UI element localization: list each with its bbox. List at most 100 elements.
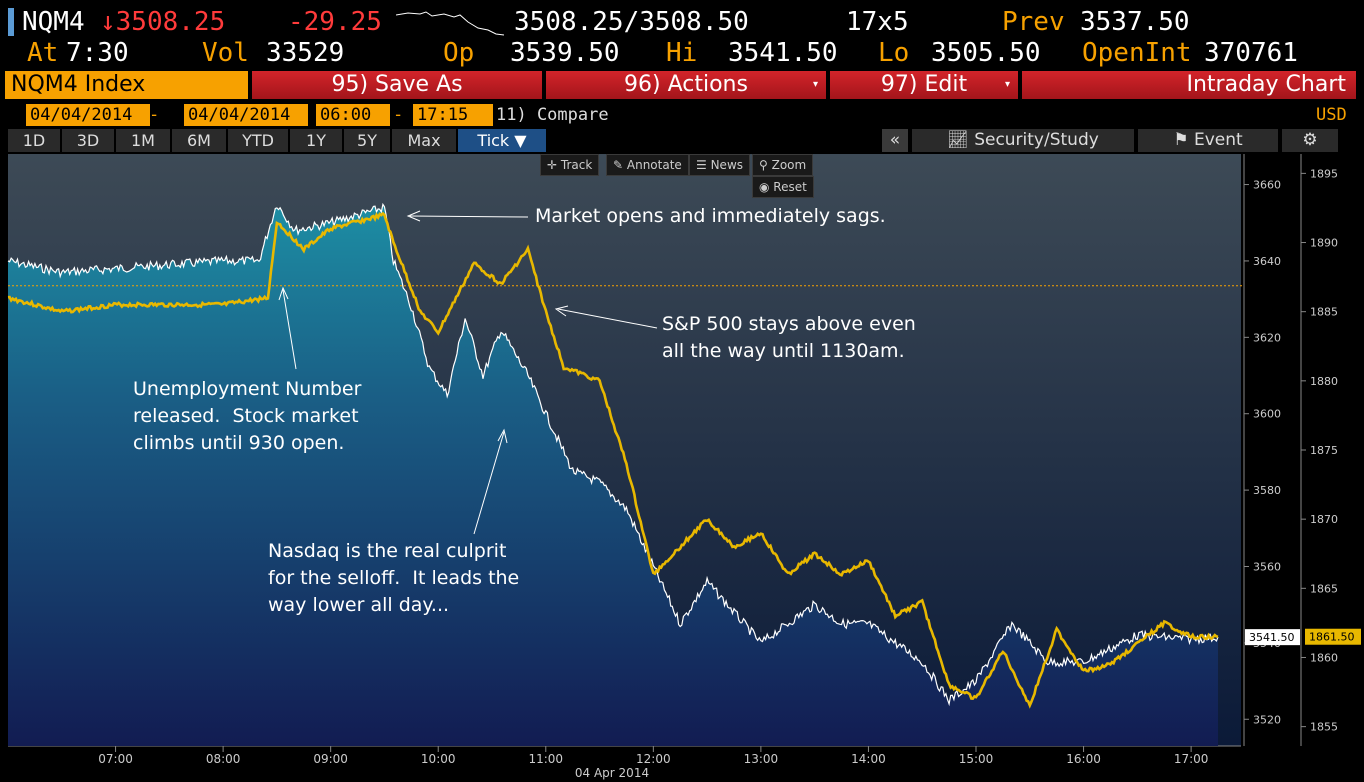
high-label: Hi [666,38,698,68]
tab-5y[interactable]: 5Y [344,129,390,152]
annotate-button[interactable]: ✎ Annotate [606,154,689,176]
high-value: 3541.50 [728,38,838,68]
annotation-unemployment: Unemployment Number released. Stock mark… [133,378,362,454]
track-button[interactable]: ✛ Track [540,154,600,176]
open-interest-label: OpenInt [1082,38,1192,68]
security-study-label: Security/Study [974,130,1099,150]
sp500-last-badge [1305,628,1361,645]
left-axis-tick-label: 3560 [1253,560,1281,573]
security-study-button[interactable]: 📈︎ Security/Study [912,129,1134,152]
event-button[interactable]: ⚑ Event [1138,129,1278,152]
currency-label: USD [1316,105,1347,125]
right-axis-tick-label: 1880 [1310,375,1338,388]
vol-label: Vol [202,38,249,68]
sp500-last-value: 1861.50 [1309,631,1355,644]
actions-button[interactable]: 96) Actions ▾ [546,71,826,99]
annotation-arrow-unemployment [282,289,297,370]
x-axis-tick-label: 16:00 [1066,752,1101,766]
last-price: ↓3508.25 [100,7,226,37]
vol-value: 33529 [266,38,345,68]
left-axis-tick-label: 3640 [1253,255,1281,268]
settings-button[interactable]: ⚙ [1282,129,1338,152]
annotation-nasdaq: Nasdaq is the real culprit for the sello… [268,540,520,616]
nasdaq-last-badge [1245,629,1300,646]
track-label: Track [560,158,593,172]
x-axis-tick-label: 13:00 [744,752,779,766]
nasdaq-area [8,204,1218,746]
start-time-field[interactable]: 06:00 [316,104,390,126]
save-as-button[interactable]: 95) Save As [252,71,542,99]
right-axis-tick-label: 1875 [1310,444,1338,457]
news-button[interactable]: ☰ News [689,154,751,176]
event-flag-icon: ⚑ [1173,130,1189,150]
compare-button[interactable]: 11) Compare [496,105,609,125]
news-label: News [710,158,744,172]
prev-label: Prev [1002,7,1065,37]
tab-3d[interactable]: 3D [62,129,114,152]
gear-icon: ⚙ [1302,130,1318,150]
low-value: 3505.50 [931,38,1041,68]
open-value: 3539.50 [510,38,620,68]
annotation-sp500: S&P 500 stays above even all the way unt… [662,313,916,362]
annotation-arrow-open [409,215,529,218]
date-dash: - [149,105,160,125]
zoom-button[interactable]: ⚲ Zoom [752,154,814,176]
x-axis-tick-label: 09:00 [313,752,348,766]
start-date-field[interactable]: 04/04/2014 [26,104,150,126]
right-axis-tick-label: 1855 [1310,721,1338,734]
bid-ask: 3508.25/3508.50 [514,7,749,37]
view-title[interactable]: Intraday Chart [1022,71,1356,99]
tab-tick[interactable]: Tick ▼ [458,129,546,152]
tab-max[interactable]: Max [392,129,456,152]
net-change: -29.25 [288,7,382,37]
reset-button[interactable]: ◉ Reset [752,176,814,198]
axis-panel [1241,154,1364,782]
tab-1m[interactable]: 1M [116,129,170,152]
bid-ask-size: 17x5 [846,7,909,37]
edit-label: 97) Edit [880,72,968,97]
x-axis-tick-label: 17:00 [1174,752,1209,766]
right-axis-tick-label: 1885 [1310,306,1338,319]
annotation-arrowhead-open [406,210,421,222]
save-as-label: 95) Save As [331,72,463,97]
tab-6m[interactable]: 6M [172,129,226,152]
annotation-arrowhead-sp500 [554,305,569,317]
ticker: NQM4 [22,7,85,37]
quote-time: 7:30 [66,38,129,68]
intraday-chart[interactable]: 35203540356035803600362036403660 1855186… [0,154,1364,782]
x-axis-panel [0,746,1241,782]
tab-1y[interactable]: 1Y [290,129,342,152]
open-interest-value: 370761 [1204,38,1298,68]
tab-ytd[interactable]: YTD [228,129,288,152]
edit-button[interactable]: 97) Edit ▾ [830,71,1018,99]
left-axis-tick-label: 3520 [1253,713,1281,726]
annotate-label: Annotate [626,158,682,172]
right-axis-tick-label: 1895 [1310,167,1338,180]
chart-study-icon: 📈︎ [947,130,969,150]
event-label: Event [1193,130,1243,150]
right-axis-tick-label: 1870 [1310,513,1338,526]
x-axis-tick-label: 14:00 [851,752,886,766]
right-axis-tick-label: 1860 [1310,651,1338,664]
prev-value: 3537.50 [1080,7,1190,37]
left-axis-tick-label: 3600 [1253,408,1281,421]
right-axis-tick-label: 1890 [1310,237,1338,250]
time-dash: - [393,105,404,125]
edit-dropdown-icon: ▾ [1004,79,1010,90]
sp500-line [7,211,1219,709]
annotation-arrowhead-nasdaq [497,428,508,444]
annotation-arrow-sp500 [557,308,658,329]
x-axis-tick-label: 07:00 [98,752,133,766]
zoom-label: Zoom [771,158,807,172]
end-time-field[interactable]: 17:15 [413,104,493,126]
end-date-field[interactable]: 04/04/2014 [184,104,308,126]
annotation-market-open: Market opens and immediately sags. [535,205,886,227]
reset-label: Reset [773,180,807,194]
security-field[interactable]: NQM4 Index [5,71,248,99]
collapse-button[interactable]: « [882,129,908,152]
tab-1d[interactable]: 1D [8,129,60,152]
x-axis-tick-label: 15:00 [959,752,994,766]
ticker-marker [8,8,14,36]
x-axis-tick-label: 12:00 [636,752,671,766]
x-axis-tick-label: 08:00 [206,752,241,766]
